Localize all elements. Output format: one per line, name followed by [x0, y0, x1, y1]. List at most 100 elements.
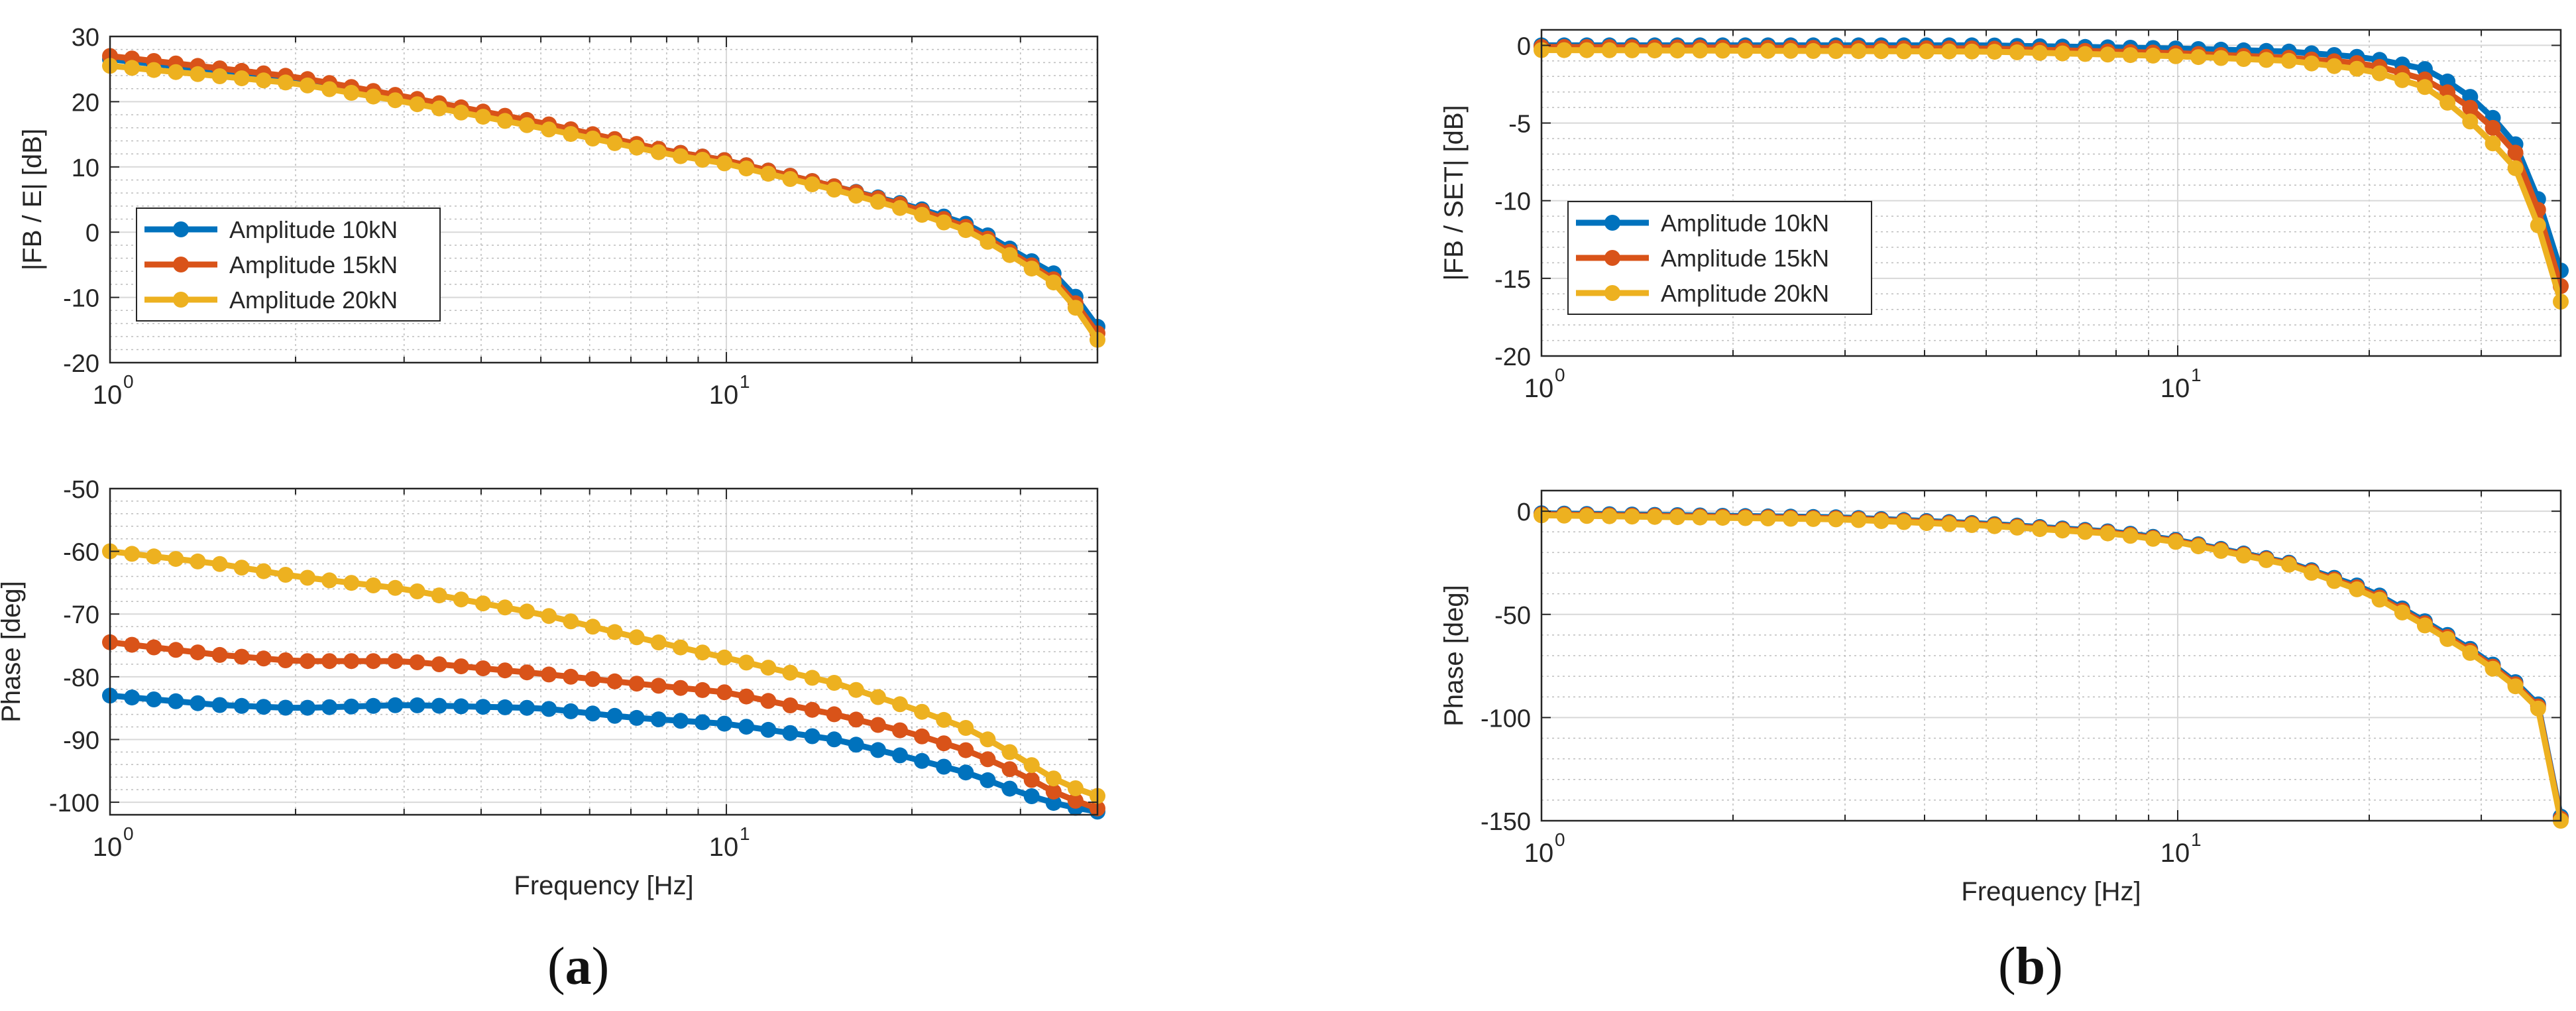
data-point: [2485, 135, 2501, 152]
data-point: [2077, 46, 2094, 62]
data-point: [760, 660, 777, 676]
data-point: [2507, 678, 2524, 695]
data-point: [782, 697, 799, 713]
data-point: [124, 636, 140, 653]
x-tick-exponent: 0: [123, 371, 134, 392]
data-point: [804, 728, 820, 744]
data-point: [738, 688, 755, 705]
data-point: [826, 706, 842, 723]
data-point: [1964, 517, 1980, 533]
data-point: [497, 599, 513, 616]
data-point: [1919, 515, 1934, 531]
data-point: [233, 70, 250, 87]
data-point: [190, 695, 206, 711]
data-point: [585, 619, 601, 635]
data-point: [497, 699, 513, 715]
data-point: [1714, 510, 1731, 526]
data-point: [1023, 757, 1040, 774]
data-point: [869, 742, 886, 758]
data-point: [124, 689, 140, 706]
series-line: [109, 692, 1098, 815]
data-point: [958, 742, 974, 758]
data-point: [585, 671, 601, 687]
data-point: [365, 88, 382, 105]
data-point: [1692, 509, 1708, 526]
data-point: [2190, 538, 2207, 555]
data-point: [695, 152, 710, 168]
data-point: [2326, 573, 2343, 589]
data-point: [738, 719, 755, 735]
data-point: [2530, 217, 2546, 233]
x-tick-label: 10: [93, 833, 123, 862]
data-point: [585, 705, 601, 722]
data-point: [519, 117, 535, 133]
legend-entry-3: Amplitude 20kN: [144, 286, 398, 314]
data-point: [1737, 510, 1754, 526]
data-point: [2462, 644, 2479, 661]
data-point: [1556, 507, 1573, 524]
data-point: [343, 698, 360, 715]
data-point: [606, 624, 623, 640]
series-line: [1541, 47, 2564, 303]
x-tick-exponent: 0: [1555, 365, 1565, 385]
data-point: [695, 682, 710, 698]
data-point: [650, 144, 667, 160]
data-point: [1850, 512, 1867, 528]
data-point: [343, 653, 360, 670]
data-point: [1941, 43, 1958, 60]
data-point: [409, 96, 425, 113]
data-point: [563, 126, 579, 143]
data-point: [2462, 113, 2479, 130]
data-point: [804, 670, 820, 686]
data-point: [277, 567, 294, 583]
axes-frame: [109, 487, 1099, 816]
data-point: [695, 714, 710, 731]
data-point: [2009, 44, 2025, 60]
data-point: [2031, 521, 2048, 538]
data-point: [1579, 508, 1595, 524]
data-point: [869, 689, 886, 705]
y-tick-label: 10: [72, 154, 99, 182]
data-point: [233, 560, 250, 576]
data-point: [300, 699, 315, 716]
data-point: [168, 551, 184, 567]
data-point: [2349, 60, 2365, 77]
legend-swatch-marker: [1604, 285, 1620, 301]
data-point: [650, 711, 667, 728]
data-point: [409, 697, 425, 713]
data-point: [2235, 51, 2252, 67]
data-point: [277, 652, 294, 668]
data-point: [190, 553, 206, 569]
data-point: [1714, 42, 1731, 59]
data-point: [2439, 94, 2456, 111]
data-point: [606, 135, 623, 151]
data-point: [2258, 552, 2274, 568]
data-point: [1964, 43, 1980, 60]
data-point: [190, 66, 206, 82]
y-axis-label: |FB / E| [dB]: [18, 129, 47, 270]
data-point: [1783, 42, 1799, 59]
data-point: [1986, 518, 2003, 534]
data-point: [914, 728, 930, 744]
data-point: [848, 188, 864, 204]
data-point: [255, 650, 272, 667]
data-point: [628, 139, 645, 156]
data-point: [365, 577, 382, 593]
data-point: [1023, 261, 1040, 277]
data-point: [541, 666, 557, 683]
data-point: [2213, 50, 2229, 66]
data-point: [936, 711, 952, 728]
x-tick-label: 10: [709, 381, 739, 410]
data-point: [848, 711, 864, 728]
data-point: [2145, 47, 2161, 64]
series-line: [109, 548, 1099, 799]
data-point: [2462, 89, 2479, 105]
data-point: [892, 200, 908, 216]
data-point: [146, 548, 162, 565]
data-point: [1556, 42, 1573, 58]
data-point: [1045, 784, 1062, 800]
